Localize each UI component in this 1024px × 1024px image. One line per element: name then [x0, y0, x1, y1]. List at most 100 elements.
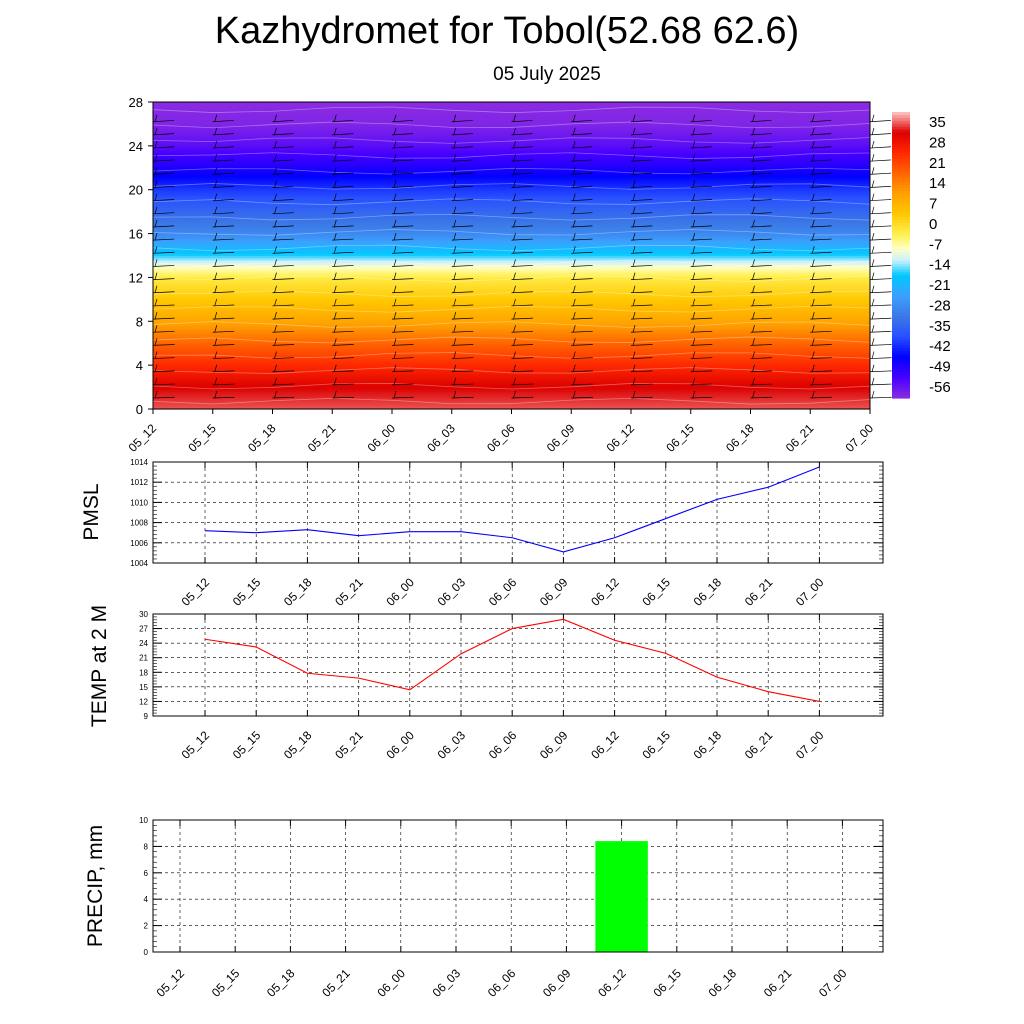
wind-barb: [869, 251, 892, 254]
wind-barb: [690, 238, 713, 241]
wind-barb-feather: [214, 259, 218, 267]
wind-barb: [451, 238, 474, 241]
colorbar-segment: [892, 360, 910, 364]
wind-barb: [511, 199, 533, 202]
wind-barb-feather: [871, 219, 875, 228]
wind-barb-feather: [811, 338, 815, 346]
x-tick-label: 06_15: [663, 421, 697, 455]
heatmap-band: [153, 387, 870, 390]
wind-barb-feather: [154, 351, 158, 359]
wind-barb-feather: [692, 325, 696, 333]
wind-barb: [690, 212, 713, 215]
wind-barb: [690, 120, 712, 123]
heatmap-band: [153, 185, 870, 189]
wind-barb: [212, 344, 235, 346]
wind-barb: [690, 396, 713, 399]
heatmap-band: [153, 349, 870, 353]
wind-barb: [212, 383, 235, 386]
wind-barb: [810, 146, 832, 149]
wind-barb-feather: [752, 338, 755, 346]
x-tick-label: 06_09: [537, 575, 571, 609]
wind-barb: [451, 396, 474, 399]
wind-barb: [571, 396, 593, 399]
wind-barb: [332, 330, 354, 333]
heatmap-band: [153, 305, 870, 309]
heatmap-band: [153, 389, 870, 393]
heatmap-band: [153, 235, 870, 239]
wind-barb-feather: [513, 246, 516, 254]
x-tick-label: 05_21: [332, 575, 366, 609]
colorbar-label: -42: [929, 338, 951, 355]
colorbar-segment: [892, 260, 910, 265]
chart-subtitle: 05 July 2025: [493, 64, 601, 85]
wind-barb: [869, 185, 892, 188]
wind-barb: [451, 344, 474, 346]
contour-line: [152, 121, 871, 129]
wind-barb-feather: [692, 338, 696, 346]
wind-barb-feather: [154, 180, 158, 188]
heatmap-band: [153, 106, 870, 110]
wind-barb: [451, 133, 473, 136]
colorbar-segment: [892, 339, 910, 344]
wind-barb: [571, 383, 593, 386]
heatmap-band: [153, 301, 870, 305]
wind-barb: [391, 357, 414, 359]
wind-barb-feather: [274, 233, 277, 241]
wind-barb-feather: [811, 114, 815, 122]
wind-barb-feather: [333, 246, 337, 254]
wind-barb: [391, 304, 414, 307]
heatmap-band: [153, 358, 870, 362]
colorbar-segment: [892, 173, 910, 177]
colorbar-segment: [892, 144, 910, 148]
wind-barb: [869, 317, 892, 320]
wind-barb: [332, 396, 354, 399]
wind-barb-feather: [393, 298, 397, 307]
wind-barb: [272, 317, 295, 320]
heatmap-band: [153, 369, 870, 373]
x-tick-label: 06_09: [537, 728, 571, 762]
wind-barb: [332, 133, 354, 136]
heatmap-band: [153, 156, 870, 160]
heatmap-band: [153, 145, 870, 149]
x-tick-label: 06_06: [486, 728, 520, 762]
heatmap-band: [153, 402, 870, 406]
colorbar-segment: [892, 281, 910, 285]
wind-barb: [810, 265, 832, 267]
wind-barb-feather: [274, 298, 277, 307]
heatmap-band: [153, 303, 870, 307]
heatmap-band: [153, 270, 870, 274]
wind-barb-feather: [752, 351, 755, 359]
wind-barb-feather: [274, 390, 277, 399]
wind-barb-feather: [453, 114, 457, 122]
wind-barb: [391, 370, 414, 373]
wind-barb-feather: [871, 233, 875, 241]
wind-barb-feather: [393, 377, 397, 385]
wind-barb-feather: [572, 114, 576, 122]
wind-barb-feather: [453, 364, 457, 372]
heatmap-band: [153, 314, 870, 318]
wind-barb: [690, 357, 713, 359]
heatmap-band: [153, 231, 870, 235]
wind-barb: [212, 199, 234, 202]
wind-barb: [451, 265, 474, 267]
wind-barb-feather: [572, 259, 576, 267]
wind-barb: [451, 199, 473, 202]
colorbar-segment: [892, 351, 910, 355]
heatmap-band: [153, 220, 870, 224]
wind-barb-feather: [752, 219, 755, 228]
x-tick-label: 06_03: [435, 575, 469, 609]
wind-barb: [690, 185, 712, 188]
heatmap-band: [153, 161, 870, 164]
colorbar-segment: [892, 228, 910, 233]
wind-barb: [869, 291, 892, 294]
wind-barb: [750, 370, 773, 373]
heatmap-band: [153, 139, 870, 143]
wind-barb: [511, 133, 533, 136]
wind-barb-feather: [453, 206, 457, 214]
x-tick-label: 05_21: [319, 966, 353, 1000]
colorbar-segment: [892, 392, 910, 396]
wind-barb-feather: [752, 272, 755, 280]
heatmap-band: [153, 123, 870, 127]
heatmap-band: [153, 341, 870, 344]
wind-barb: [630, 251, 653, 254]
